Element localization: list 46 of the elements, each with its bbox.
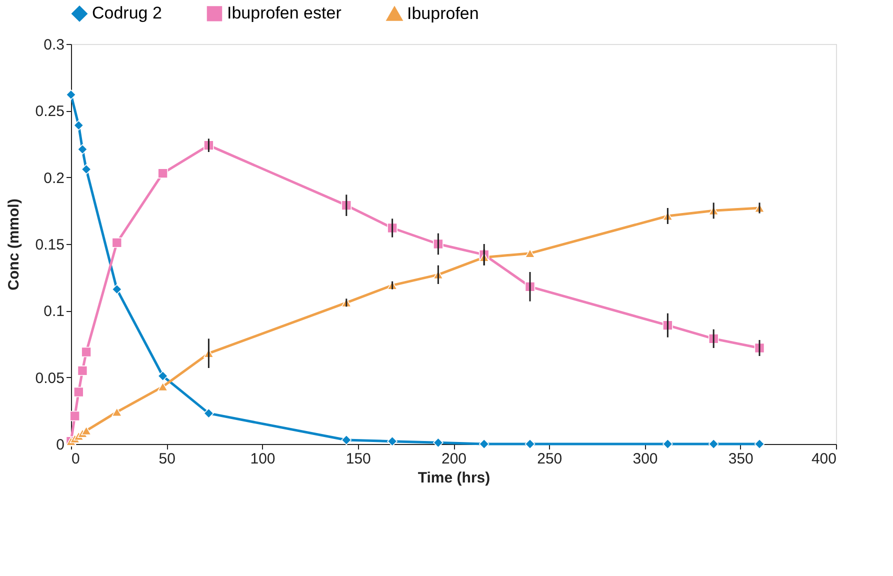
- point: [433, 438, 444, 448]
- point: [754, 438, 765, 450]
- x-axis-title: Time (hrs): [418, 470, 490, 486]
- point: [70, 410, 80, 422]
- x-tick-label: 350: [728, 450, 754, 468]
- point: [387, 436, 398, 446]
- point: [112, 284, 122, 294]
- point: [158, 168, 168, 178]
- point: [341, 434, 352, 446]
- legend-label: Codrug 2: [92, 4, 162, 23]
- point: [74, 120, 84, 130]
- x-tick-label: 150: [346, 450, 371, 468]
- point: [158, 370, 168, 382]
- x-tick-label: 0: [72, 450, 80, 468]
- point: [524, 248, 536, 258]
- y-tick-label: 0.3: [44, 36, 64, 54]
- point: [81, 346, 92, 358]
- x-tick-label: 50: [158, 450, 176, 468]
- point: [112, 407, 122, 417]
- point: [112, 238, 122, 248]
- x-tick-label: 300: [632, 450, 658, 468]
- point: [478, 438, 490, 450]
- point: [81, 164, 92, 174]
- y-axis-title: Conc (mmol): [5, 198, 22, 290]
- x-tick-label: 100: [250, 450, 276, 468]
- y-tick-label: 0.2: [44, 170, 64, 187]
- point: [158, 382, 168, 392]
- x-tick-label: 250: [537, 450, 562, 468]
- point: [81, 426, 92, 436]
- point: [74, 386, 84, 398]
- legend-label: Ibuprofen ester: [227, 4, 342, 23]
- point: [77, 144, 88, 154]
- y-tick-label: 0.15: [35, 236, 64, 254]
- y-tick-label: 0.1: [44, 303, 64, 320]
- legend-label: Ibuprofen: [407, 4, 479, 24]
- point: [77, 366, 88, 376]
- y-tick-label: 0: [56, 436, 64, 454]
- x-tick-label: 400: [811, 450, 836, 468]
- x-tick-label: 200: [441, 450, 467, 468]
- y-tick-label: 0.05: [35, 370, 64, 387]
- point: [524, 438, 536, 450]
- point: [662, 438, 673, 450]
- point: [66, 90, 76, 100]
- point: [708, 438, 719, 450]
- y-tick-label: 0.25: [35, 103, 64, 120]
- point: [204, 408, 214, 418]
